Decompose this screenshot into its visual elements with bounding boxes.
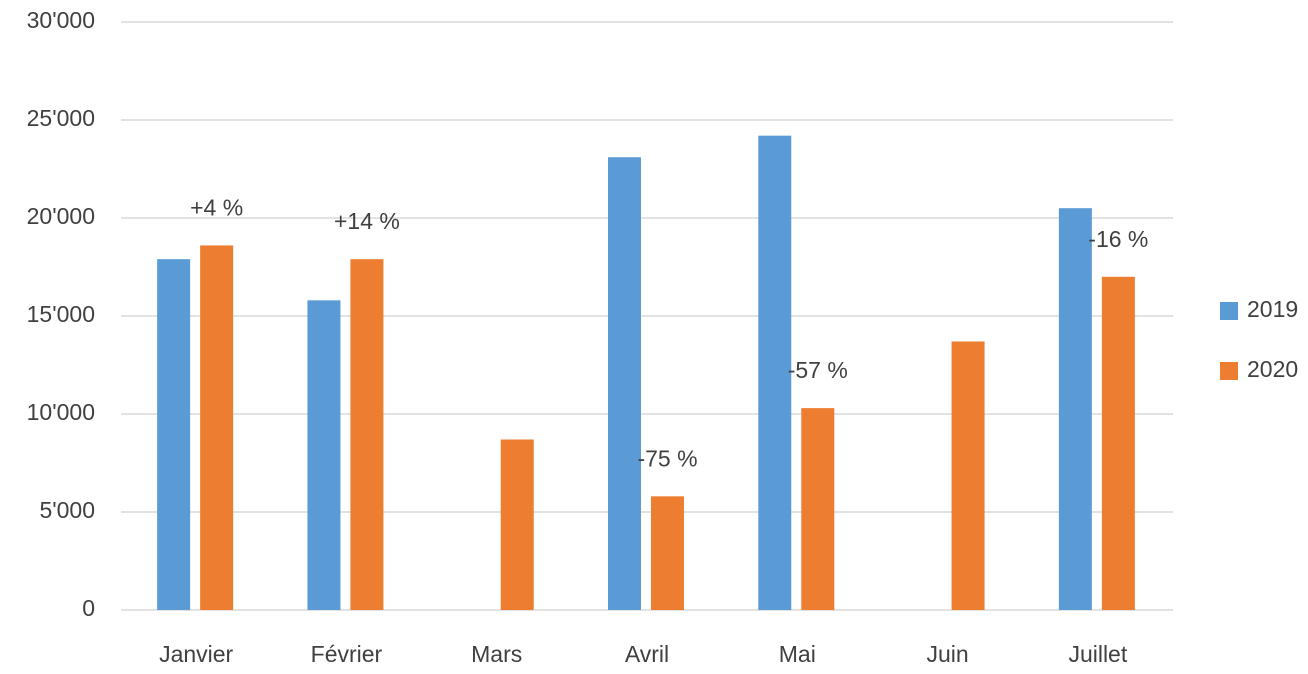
x-tick-label: Février (311, 641, 383, 667)
bar (951, 341, 985, 610)
bar (200, 245, 234, 610)
bar (608, 157, 641, 611)
x-tick-label: Avril (625, 641, 669, 667)
bar (500, 439, 534, 610)
bar (157, 259, 191, 610)
x-tick-label: Juillet (1068, 641, 1127, 667)
annotation: -75 % (637, 445, 697, 471)
x-tick-label: Janvier (159, 641, 233, 667)
annotation: -57 % (788, 357, 848, 383)
x-tick-label: Mai (779, 641, 816, 667)
legend-label: 2020 (1247, 356, 1298, 382)
annotation: -16 % (1088, 226, 1148, 252)
bar (1101, 276, 1135, 610)
bar (1058, 208, 1092, 610)
legend-swatch (1220, 302, 1238, 320)
y-tick-label: 15'000 (27, 301, 95, 327)
x-tick-label: Mars (471, 641, 522, 667)
y-tick-label: 20'000 (27, 203, 95, 229)
y-tick-label: 30'000 (27, 7, 95, 33)
annotation: +4 % (190, 195, 243, 221)
bar (307, 300, 341, 610)
y-tick-label: 25'000 (27, 105, 95, 131)
bar (350, 259, 384, 610)
bar (651, 496, 684, 610)
y-tick-label: 10'000 (27, 399, 95, 425)
legend-swatch (1220, 362, 1238, 380)
annotation: +14 % (334, 208, 400, 234)
y-tick-label: 5'000 (39, 497, 95, 523)
y-tick-label: 0 (82, 595, 95, 621)
bar (758, 135, 792, 610)
x-tick-label: Juin (926, 641, 968, 667)
bar (801, 408, 835, 610)
legend-label: 2019 (1247, 296, 1298, 322)
